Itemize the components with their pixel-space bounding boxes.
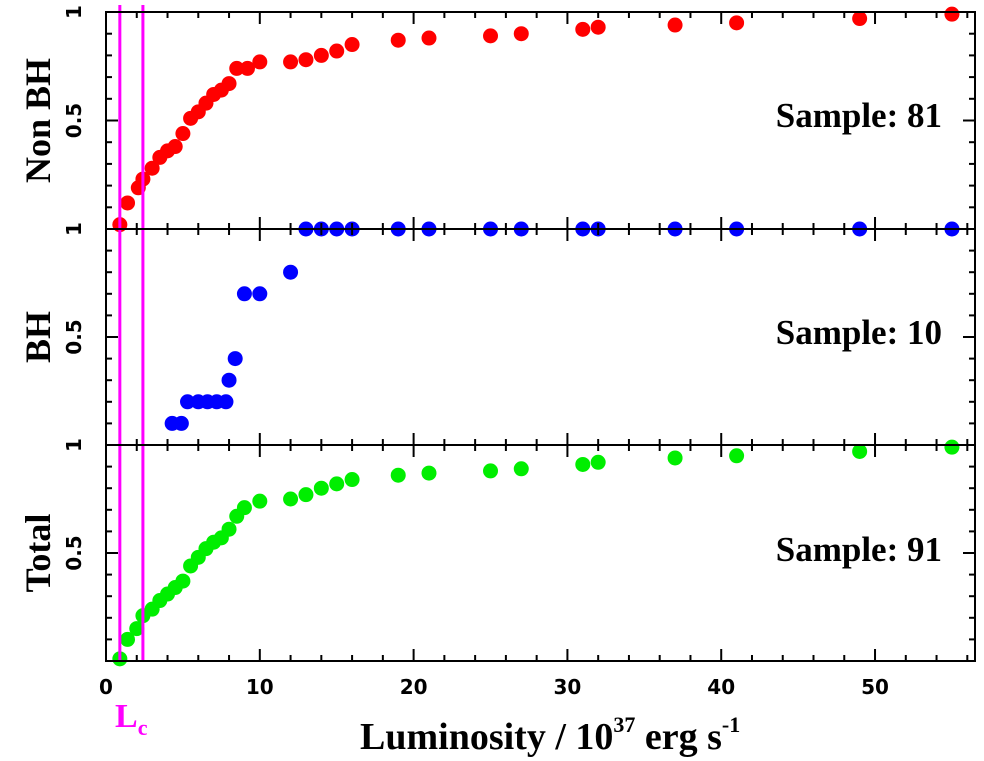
sample-label-bh: Sample: 10 [776, 313, 942, 352]
y-tick-label-non-bh: 0.5 [62, 103, 86, 138]
data-point-bh [236, 286, 252, 302]
x-tick-label: 40 [707, 675, 735, 699]
data-point-non-bh [852, 11, 868, 27]
data-point-non-bh [344, 37, 360, 53]
data-point-non-bh [298, 52, 314, 68]
data-point-total [590, 454, 606, 470]
data-point-total [344, 472, 360, 488]
data-point-non-bh [513, 26, 529, 42]
panel-title-bh: BH [18, 311, 58, 363]
data-point-total [513, 461, 529, 477]
frame-layer [105, 11, 976, 662]
data-point-total [252, 493, 268, 509]
data-point-total [390, 467, 406, 483]
data-point-non-bh [390, 32, 406, 48]
data-point-bh [218, 394, 234, 410]
data-point-non-bh [120, 195, 136, 211]
x-tick-label: 0 [99, 675, 113, 699]
data-point-bh [180, 394, 196, 410]
data-point-total [221, 521, 237, 537]
data-point-bh [252, 286, 268, 302]
data-point-non-bh [421, 30, 437, 46]
panel-frame-total [105, 444, 976, 662]
x-tick-label: 10 [246, 675, 274, 699]
data-point-non-bh [229, 60, 245, 76]
data-point-total [944, 439, 960, 455]
lc-label-main: L [115, 698, 138, 735]
vlines-layer [118, 5, 145, 661]
data-point-non-bh [329, 43, 345, 59]
data-point-non-bh [729, 15, 745, 31]
panel-total: 0.5 1 Total Sample: 91 [18, 438, 960, 667]
data-point-total [575, 456, 591, 472]
x-axis-title-unit-exponent: -1 [722, 712, 740, 737]
data-point-non-bh [483, 28, 499, 44]
data-point-total [283, 491, 299, 507]
data-point-bh [227, 351, 243, 367]
data-point-non-bh [667, 17, 683, 33]
data-point-non-bh [167, 139, 183, 155]
data-point-non-bh [240, 60, 256, 76]
y-tick-label-total: 0.5 [62, 535, 86, 570]
data-point-non-bh [575, 21, 591, 37]
data-point-non-bh [175, 126, 191, 142]
data-point-total [236, 500, 252, 516]
data-point-total [120, 631, 136, 647]
data-point-non-bh [944, 6, 960, 22]
data-point-total [313, 480, 329, 496]
data-point-total [483, 463, 499, 479]
data-point-bh [221, 372, 237, 388]
panels-layer: 0.5 1 Non BH Sample: 81 0.5 1 BH Sample: 10 0.5 1… [18, 5, 960, 667]
x-tick-label: 30 [553, 675, 581, 699]
data-point-total [667, 450, 683, 466]
x-axis: 0 10 20 30 40 50 [99, 675, 889, 699]
data-point-total [129, 621, 145, 637]
x-axis-title-main: Luminosity / 10 [360, 716, 613, 758]
lc-label: Lc [115, 698, 148, 740]
x-axis-title-exponent: 37 [613, 712, 635, 737]
data-point-total [421, 465, 437, 481]
x-axis-title-unit: erg s [635, 716, 722, 758]
panel-non-bh: 0.5 1 Non BH Sample: 81 [18, 5, 960, 233]
data-point-bh [173, 415, 189, 431]
data-point-total [852, 443, 868, 459]
data-point-non-bh [590, 19, 606, 35]
data-point-non-bh [252, 54, 268, 70]
data-point-total [329, 476, 345, 492]
lc-label-subscript: c [138, 715, 148, 740]
data-point-non-bh [313, 47, 329, 63]
x-tick-label: 50 [861, 675, 889, 699]
data-point-non-bh [283, 54, 299, 70]
panel-bh: 0.5 1 BH Sample: 10 [18, 221, 960, 431]
panel-title-total: Total [18, 514, 58, 593]
sample-label-total: Sample: 91 [776, 530, 942, 569]
y-tick-label-total: 1 [62, 438, 86, 452]
data-point-total [298, 487, 314, 503]
data-point-total [175, 573, 191, 589]
x-tick-label: 20 [400, 675, 428, 699]
y-tick-label-non-bh: 1 [62, 5, 86, 19]
y-tick-label-bh: 0.5 [62, 319, 86, 354]
y-tick-label-bh: 1 [62, 222, 86, 236]
data-point-bh [283, 264, 299, 280]
panel-title-non-bh: Non BH [18, 58, 58, 183]
data-point-total [729, 448, 745, 464]
sample-label-non-bh: Sample: 81 [776, 96, 942, 135]
data-point-non-bh [221, 76, 237, 92]
x-axis-title: Luminosity / 1037 erg s-1 [360, 712, 740, 758]
data-point-non-bh [144, 160, 160, 176]
